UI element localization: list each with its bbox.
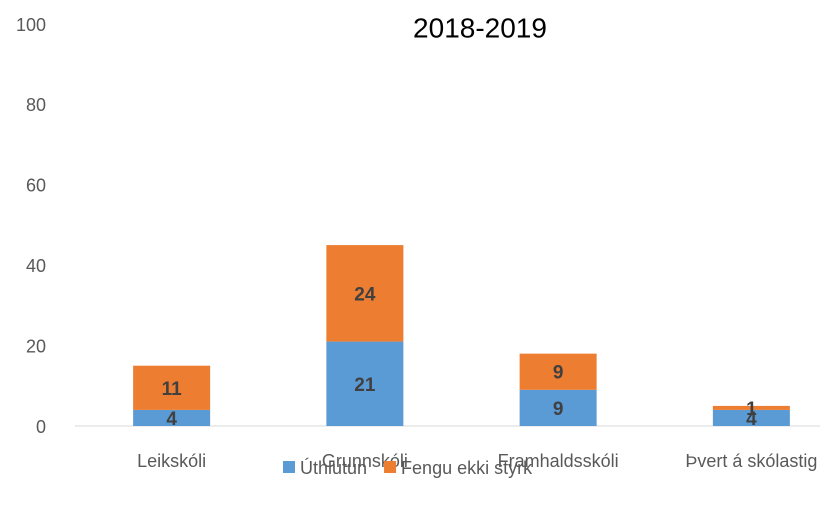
y-tick-label: 60 (26, 176, 46, 196)
y-tick-label: 40 (26, 256, 46, 276)
data-label: 1 (746, 399, 757, 420)
data-label: 9 (553, 363, 564, 384)
bar-segment (326, 341, 404, 426)
bar-segment (712, 405, 790, 410)
y-tick-label: 100 (16, 15, 46, 35)
y-tick-label: 20 (26, 336, 46, 356)
legend-label: Úthlutun (300, 457, 367, 478)
data-label: 4 (166, 409, 177, 430)
x-tick-label: Leikskóli (137, 451, 206, 471)
x-tick-label: Framhaldsskóli (498, 451, 619, 471)
y-tick-label: 80 (26, 95, 46, 115)
data-label: 24 (354, 284, 376, 305)
x-tick-label: Þvert á skólastig (685, 451, 817, 471)
data-label: 11 (162, 379, 183, 400)
legend-swatch (283, 461, 295, 473)
bar-segment (712, 409, 790, 426)
chart-title: 2018-2019 (413, 12, 547, 43)
legend-label: Fengu ekki styrk (401, 458, 533, 478)
bar-segment (133, 409, 211, 426)
data-label: 4 (746, 409, 757, 430)
y-tick-label: 0 (36, 417, 46, 437)
bar-segment (519, 389, 597, 426)
data-label: 21 (354, 375, 376, 396)
bar-segment (133, 365, 211, 410)
data-label: 9 (553, 399, 564, 420)
bar-segment (519, 353, 597, 390)
legend-swatch (384, 461, 397, 473)
bar-segment (326, 245, 404, 342)
